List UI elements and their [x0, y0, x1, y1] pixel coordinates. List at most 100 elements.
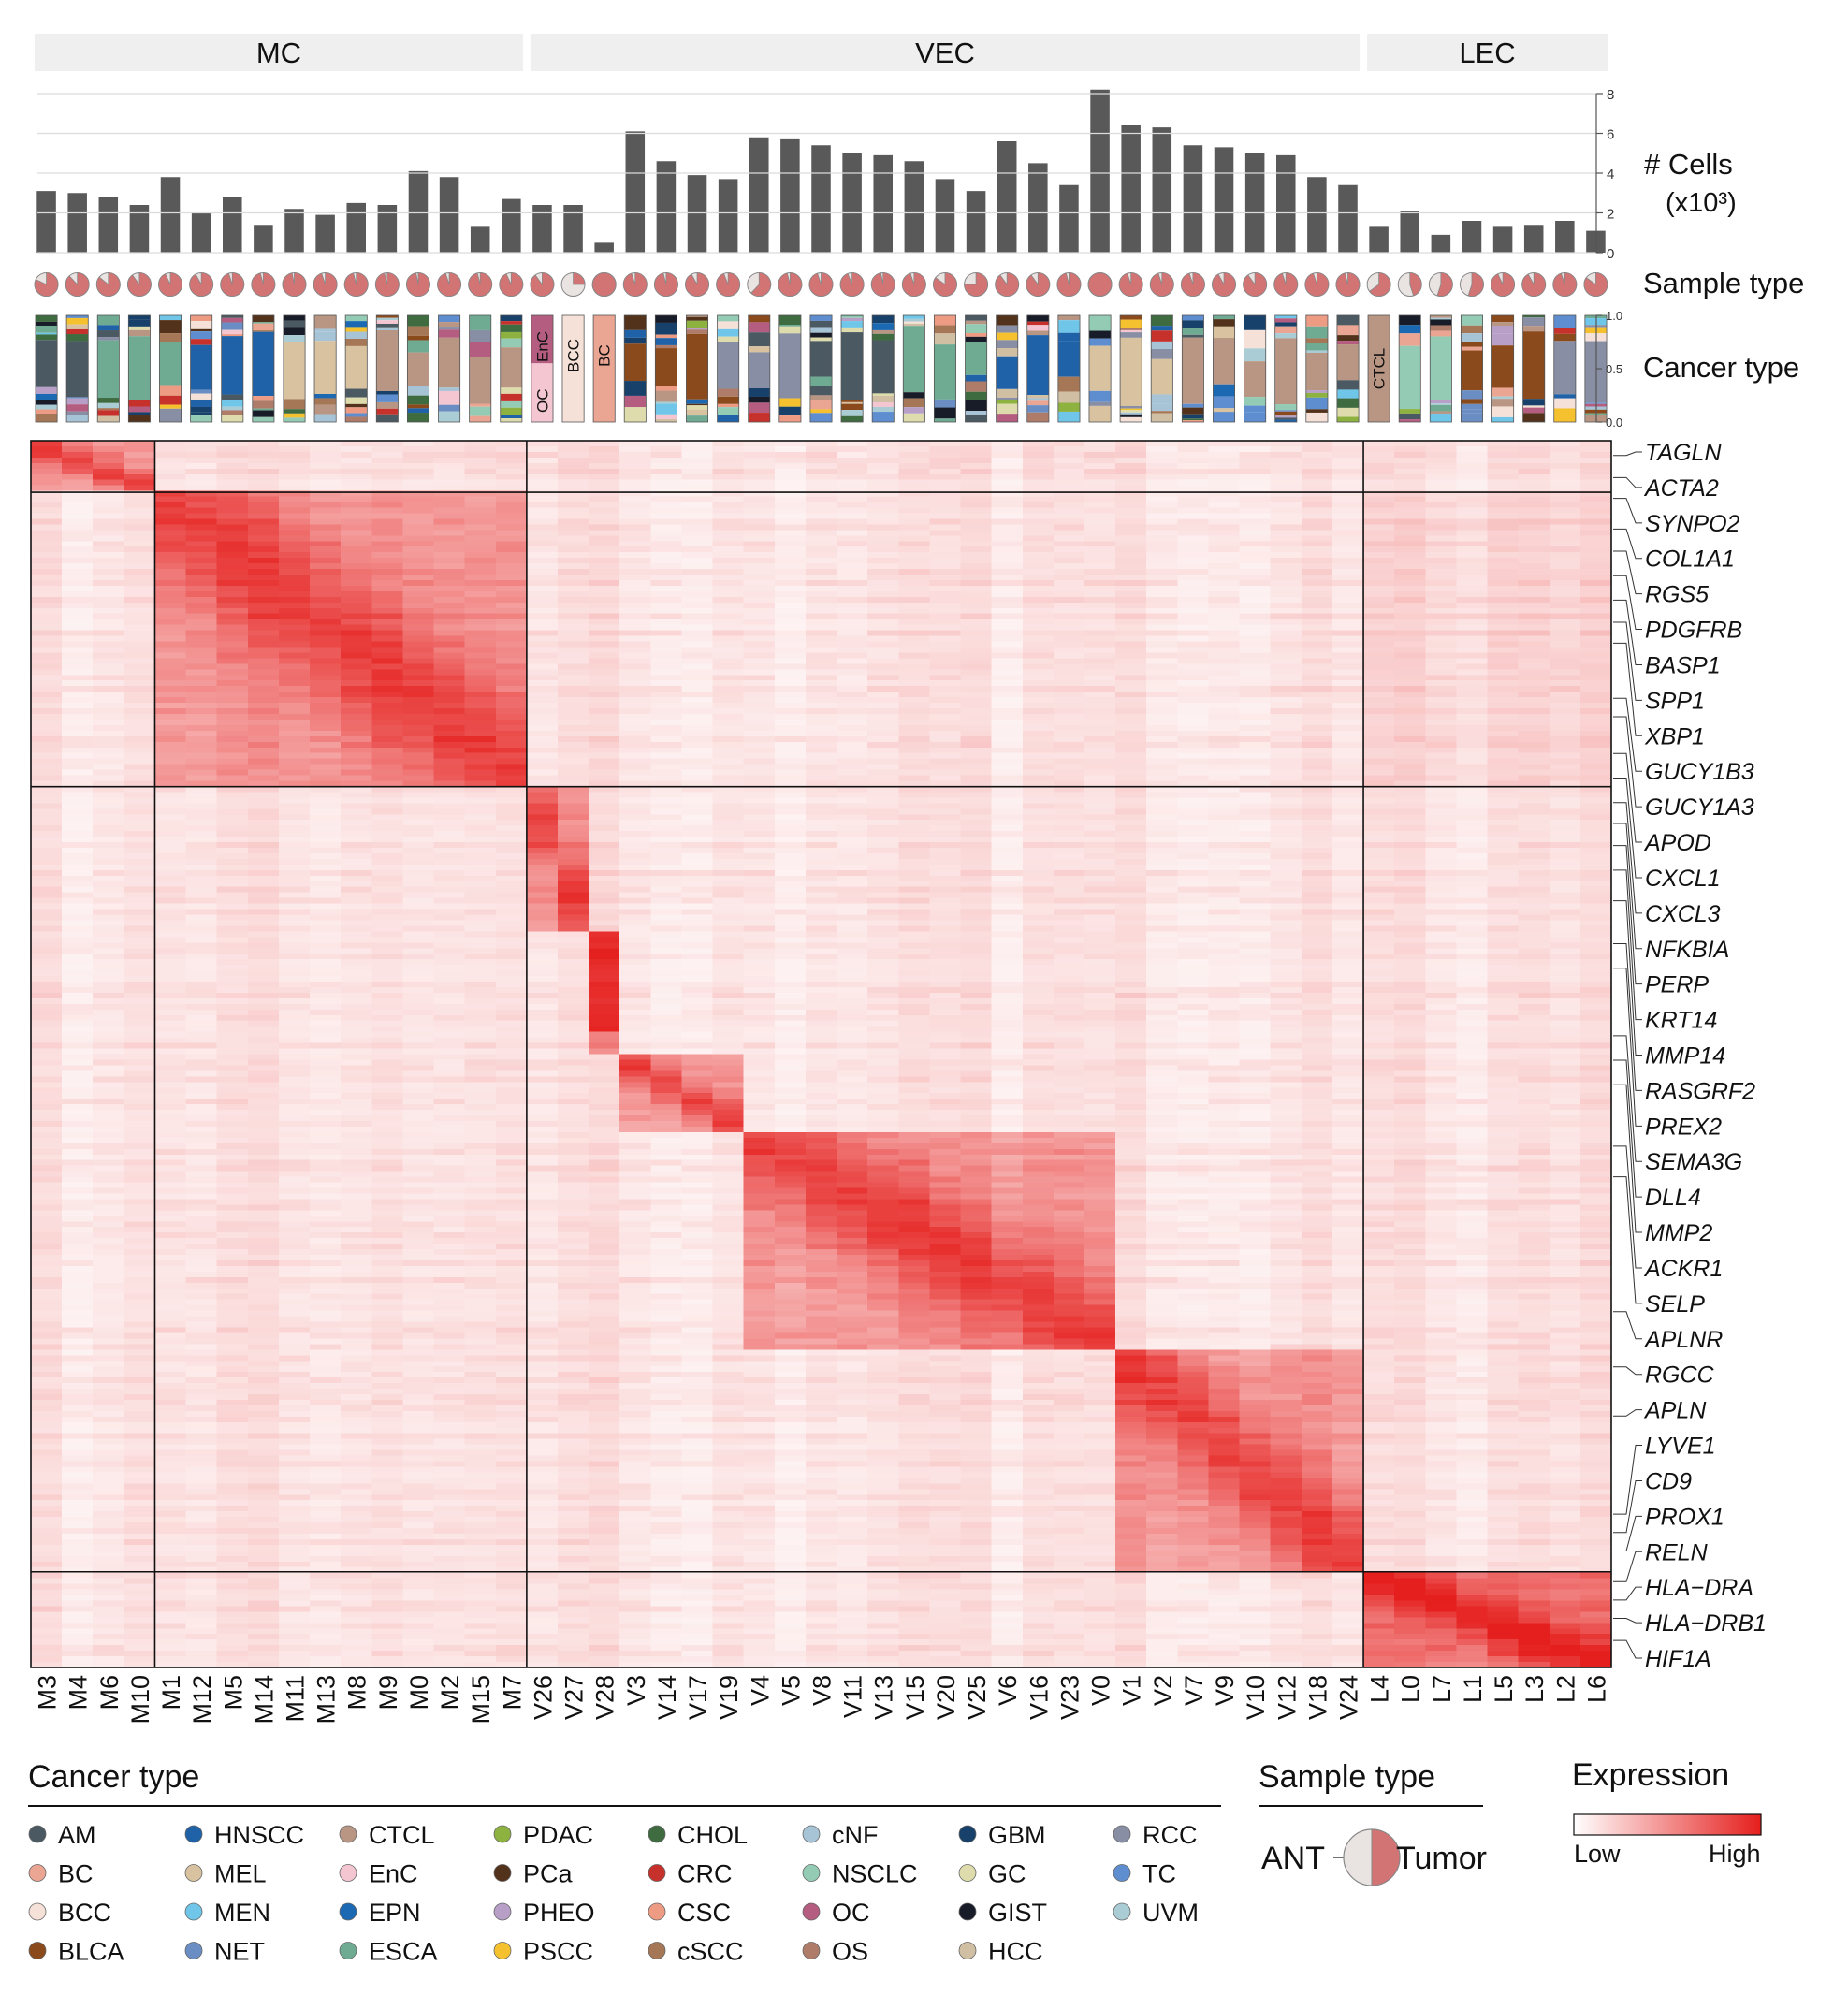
- cancer-stack-segment: [314, 404, 337, 415]
- cancer-stack-segment: [1336, 341, 1360, 345]
- cancer-stack-segment: [1057, 391, 1081, 403]
- cell-count-tick-label: 2: [1607, 207, 1614, 223]
- cancer-stack-V18: [1305, 314, 1329, 423]
- gene-connector: [1613, 1445, 1642, 1515]
- gene-label: PREX2: [1645, 1114, 1722, 1140]
- sample-pie-V0: [1087, 272, 1113, 297]
- legend-item-bc: BC: [28, 1860, 94, 1888]
- cancer-stack-segment: [1491, 399, 1514, 407]
- cancer-stack-segment: [965, 336, 987, 342]
- cancer-stack-segment: [841, 317, 864, 322]
- legend-item-epn: EPN: [339, 1899, 421, 1927]
- cancer-stack-segment: [1461, 409, 1483, 414]
- sample-pie-V4: [747, 272, 772, 297]
- sample-pie-M13: [313, 272, 338, 297]
- legend-item-crc: CRC: [648, 1860, 733, 1888]
- cancer-stack-segment: [1151, 403, 1173, 412]
- cancer-stack-segment: [624, 407, 647, 422]
- cancer-stack-segment: [965, 324, 987, 333]
- cancer-stack-segment: [1057, 411, 1081, 422]
- legend-item-cscc: cSCC: [648, 1938, 744, 1966]
- cancer-stack-segment: [252, 315, 274, 323]
- cancer-stack-segment: [934, 344, 956, 400]
- cancer-stack-segment: [1336, 416, 1360, 422]
- cancer-stack-segment: [996, 356, 1018, 389]
- sample-pie-V20: [932, 272, 957, 297]
- cancer-stack-segment: [624, 315, 647, 330]
- cancer-stack-segment: [128, 326, 151, 330]
- sample-pie-L0: [1397, 272, 1422, 297]
- cancer-stack-segment: [1336, 389, 1360, 399]
- cluster-label: V26: [529, 1675, 557, 1720]
- gene-label: APLNR: [1643, 1327, 1723, 1353]
- cancer-stack-V3: [623, 314, 647, 423]
- gene-label: PDGFRB: [1645, 618, 1742, 644]
- cancer-stack-V15: [902, 314, 925, 423]
- cell-count-bar-V23: [1059, 184, 1079, 253]
- gene-label: MMP2: [1645, 1220, 1712, 1246]
- cancer-stack-segment: [469, 342, 491, 357]
- cell-count-bar-V15: [904, 161, 924, 253]
- sample-pie-V2: [1149, 272, 1174, 297]
- cluster-label: V25: [963, 1675, 991, 1720]
- cancer-stack-segment: [655, 390, 677, 402]
- sample-pie-V13: [870, 272, 895, 297]
- cancer-stack-segment: [283, 399, 306, 410]
- sample-type-legend-tumor: Tumor: [1396, 1841, 1487, 1876]
- cancer-stack-segment: [686, 415, 708, 422]
- cancer-stack-segment: [97, 337, 120, 341]
- cancer-stack-segment: [1151, 326, 1173, 331]
- cluster-label: M7: [498, 1675, 526, 1711]
- cancer-stack-segment: [407, 386, 429, 396]
- sample-pie-M11: [282, 272, 307, 297]
- cancer-stack-segment: [1120, 406, 1142, 409]
- cancer-stack-segment: [66, 341, 89, 398]
- gene-label: APOD: [1643, 830, 1711, 856]
- cell-count-bar-V1: [1121, 125, 1141, 253]
- gene-label: RELN: [1645, 1539, 1709, 1565]
- cancer-stack-segment: [438, 322, 460, 328]
- cell-count-bar-V14: [656, 161, 677, 253]
- cancer-stack-segment: [221, 322, 243, 330]
- gene-label: APLN: [1643, 1398, 1707, 1424]
- cancer-stack-segment: [252, 322, 274, 324]
- cell-count-bar-V10: [1244, 153, 1265, 253]
- cancer-stack-segment: [97, 330, 120, 338]
- cancer-stack-segment: [345, 407, 368, 414]
- cancer-stack-segment: [1553, 315, 1576, 328]
- cancer-stack-segment: [407, 413, 429, 422]
- cancer-stack-segment: [841, 410, 864, 416]
- gene-label: NFKBIA: [1645, 937, 1729, 963]
- cell-count-bar-M5: [222, 197, 242, 253]
- cancer-stack-segment: [872, 395, 895, 402]
- cancer-stack-segment: [624, 337, 647, 344]
- cell-count-tick-label: 6: [1607, 127, 1614, 143]
- cancer-stack-V6: [996, 314, 1019, 423]
- cancer-stack-segment: [1026, 335, 1049, 396]
- legend-item-ctcl: CTCL: [339, 1821, 435, 1849]
- cancer-stack-segment: [190, 415, 212, 422]
- cancer-stack-segment: [252, 410, 274, 417]
- cancer-stack-segment: [376, 323, 399, 328]
- cancer-stack-segment: [934, 407, 956, 419]
- cancer-stack-segment: [655, 386, 677, 391]
- gene-label: BASP1: [1645, 652, 1721, 678]
- gene-connector: [1613, 1639, 1642, 1659]
- gene-connector: [1613, 1618, 1642, 1624]
- cluster-label: V3: [622, 1675, 650, 1706]
- sample-type-legend-pie: [1333, 1828, 1401, 1886]
- cluster-label: V17: [684, 1675, 712, 1720]
- cancer-stack-segment: [1026, 315, 1049, 322]
- cancer-stack-segment: [1057, 402, 1081, 412]
- sample-pie-V11: [839, 272, 865, 297]
- cancer-stack-segment: [35, 409, 58, 414]
- cluster-label: V4: [746, 1675, 774, 1706]
- cancer-stack-segment: [809, 320, 833, 328]
- cluster-label: V28: [591, 1675, 619, 1720]
- cancer-stack-segment: [407, 340, 429, 353]
- cancer-stack-segment: [1120, 408, 1142, 411]
- cancer-stack-segment: [66, 334, 89, 342]
- cancer-stack-segment: [717, 403, 739, 408]
- cancer-stack-V11: [840, 314, 864, 423]
- cluster-label: V14: [653, 1675, 681, 1720]
